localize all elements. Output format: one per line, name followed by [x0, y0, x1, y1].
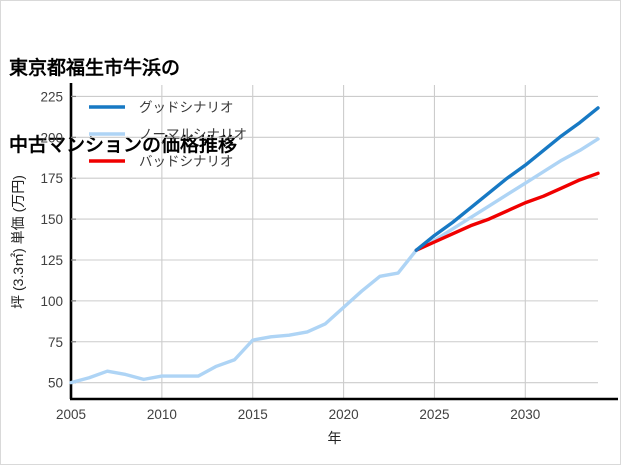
axis-titles: 年 坪 (3.3㎡) 単価 (万円)	[10, 175, 342, 446]
x-tick-label: 2030	[510, 407, 540, 422]
y-tick-label: 125	[40, 253, 63, 268]
series-line	[414, 171, 600, 252]
grid-lines	[70, 85, 598, 399]
title-line-2: 中古マンションの価格推移	[9, 135, 238, 157]
axis-lines	[69, 83, 618, 401]
x-tick-label: 2005	[56, 407, 86, 422]
x-tick-label: 2010	[147, 407, 177, 422]
series-line	[69, 137, 600, 385]
x-tick-label: 2025	[419, 407, 449, 422]
x-tick-label: 2020	[329, 407, 359, 422]
x-tick-label: 2015	[238, 407, 268, 422]
y-tick-label: 100	[40, 294, 63, 309]
title-line-1: 東京都福生市牛浜の	[9, 58, 181, 80]
y-tick-label: 200	[40, 130, 63, 145]
y-axis-title: 坪 (3.3㎡) 単価 (万円)	[10, 175, 26, 309]
page-title: 東京都福生市牛浜の 中古マンションの価格推移	[9, 5, 237, 210]
series-line	[414, 106, 600, 252]
legend-label: グッドシナリオ	[139, 100, 234, 115]
y-tick-label: 225	[40, 89, 63, 104]
y-tick-labels: 50 75 100 125 150 175 200 225	[40, 89, 63, 390]
y-tick-label: 150	[40, 212, 63, 227]
legend-label: バッドシナリオ	[139, 154, 234, 169]
y-tick-label: 50	[48, 376, 63, 391]
x-tick-labels: 2005 2010 2015 2020 2025 2030	[56, 407, 540, 422]
x-axis-title: 年	[328, 430, 342, 446]
y-tick-label: 75	[48, 335, 63, 350]
y-tick-label: 175	[40, 171, 63, 186]
legend-label: ノーマルシナリオ	[139, 127, 247, 142]
data-series	[69, 106, 600, 385]
